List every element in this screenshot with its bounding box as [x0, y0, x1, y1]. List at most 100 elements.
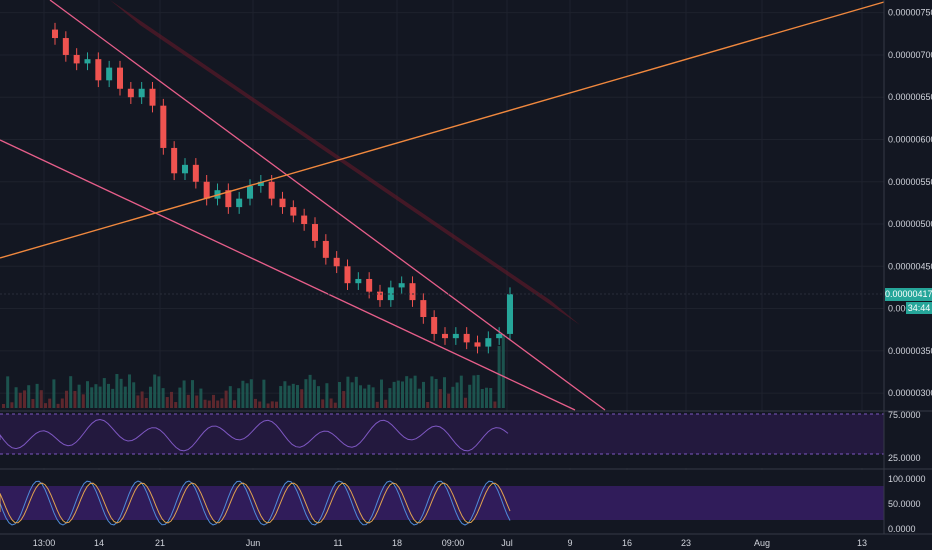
candle-body: [268, 181, 275, 199]
candle-body: [485, 338, 492, 347]
volume-bar: [94, 384, 98, 408]
volume-bar: [409, 378, 413, 408]
candle-body: [507, 294, 513, 334]
candle-body: [203, 181, 210, 199]
candle-body: [84, 59, 91, 64]
volume-bar: [413, 375, 417, 408]
volume-bar: [199, 388, 203, 408]
time-tick-label: 09:00: [442, 538, 465, 548]
volume-bar: [86, 381, 89, 408]
lower-trendline[interactable]: [0, 139, 576, 411]
orange-trendline[interactable]: [0, 1, 885, 259]
price-tick-label: 0.00000500: [888, 219, 932, 229]
volume-bar: [468, 384, 472, 408]
volume-bar: [354, 376, 358, 408]
volume-bar: [296, 385, 299, 408]
volume-bar: [207, 400, 211, 408]
volume-bar: [102, 378, 106, 408]
cloud-area: [110, 0, 580, 325]
time-tick-label: 23: [681, 538, 691, 548]
volume-bar: [140, 391, 144, 408]
volume-bar: [384, 399, 388, 408]
volume-bar: [312, 379, 316, 408]
candle-body: [127, 88, 134, 98]
stoch-d-line: [0, 482, 511, 524]
volume-bar: [287, 385, 291, 408]
volume-bar: [237, 388, 241, 408]
price-tick-label: 0.00000700: [888, 50, 932, 60]
candle-body: [333, 257, 340, 267]
volume-bar: [434, 378, 438, 408]
upper-trendline[interactable]: [49, 0, 606, 411]
volume-bar: [115, 374, 119, 408]
candle-body: [474, 342, 481, 347]
candle-body: [387, 287, 394, 301]
candle-body: [138, 88, 145, 98]
volume-bar: [128, 374, 131, 408]
volume-bar: [476, 374, 480, 408]
volume-bar: [388, 388, 392, 408]
candle-body: [301, 215, 308, 225]
candle-body: [322, 240, 329, 258]
candle-body: [257, 181, 264, 186]
volume-bar: [212, 394, 215, 408]
time-tick-label: 11: [333, 538, 342, 548]
main-pane[interactable]: [0, 0, 884, 410]
volume-bar: [170, 391, 173, 408]
volume-bar: [472, 375, 476, 408]
time-tick-label: Aug: [754, 538, 770, 548]
time-tick-label: 21: [155, 538, 165, 548]
volume-bar: [14, 387, 18, 408]
time-tick-label: Jul: [501, 538, 513, 548]
volume-bar: [73, 390, 77, 408]
volume-bar: [144, 397, 148, 408]
volume-bar: [317, 386, 320, 408]
volume-bar: [262, 379, 266, 408]
volume-bar: [266, 403, 270, 408]
volume-bar: [107, 383, 110, 408]
volume-bar: [136, 395, 140, 408]
volume-bar: [245, 383, 249, 408]
volume-bar: [2, 404, 5, 408]
candle-body: [106, 67, 113, 81]
candle-body: [62, 38, 69, 55]
price-tick-label: 0.00000550: [888, 177, 932, 187]
volume-bar: [464, 397, 467, 408]
volume-bar: [149, 386, 152, 408]
volume-bar: [56, 403, 60, 408]
time-tick-label: 14: [94, 538, 104, 548]
volume-bars: [2, 334, 505, 408]
volume-bar: [27, 385, 31, 408]
candle-body: [171, 147, 178, 174]
volume-bar: [485, 387, 488, 408]
volume-bar: [81, 394, 85, 408]
candle-body: [95, 59, 102, 81]
volume-bar: [157, 376, 161, 408]
candle-body: [420, 300, 427, 318]
candle-body: [344, 266, 351, 284]
volume-bar: [396, 380, 400, 408]
volume-bar: [44, 403, 47, 408]
volume-bar: [304, 379, 308, 408]
rsi-tick-25: 25.0000: [888, 453, 921, 463]
candle-body: [247, 185, 253, 199]
volume-bar: [350, 382, 354, 408]
rsi-band: [0, 414, 884, 454]
candle-body: [398, 283, 405, 288]
volume-bar: [90, 387, 94, 408]
stoch-tick-100: 100.0000: [888, 474, 926, 484]
volume-bar: [165, 397, 169, 408]
volume-bar: [48, 398, 52, 408]
volume-bar: [367, 384, 371, 408]
volume-bar: [333, 402, 337, 408]
volume-bar: [283, 381, 287, 408]
time-tick-label: Jun: [246, 538, 261, 548]
volume-bar: [489, 388, 493, 408]
time-tick-label: 13:00: [33, 538, 56, 548]
candle-body: [149, 88, 156, 106]
candle-body: [431, 317, 438, 334]
candle-body: [117, 67, 123, 89]
stoch-band: [0, 486, 884, 520]
